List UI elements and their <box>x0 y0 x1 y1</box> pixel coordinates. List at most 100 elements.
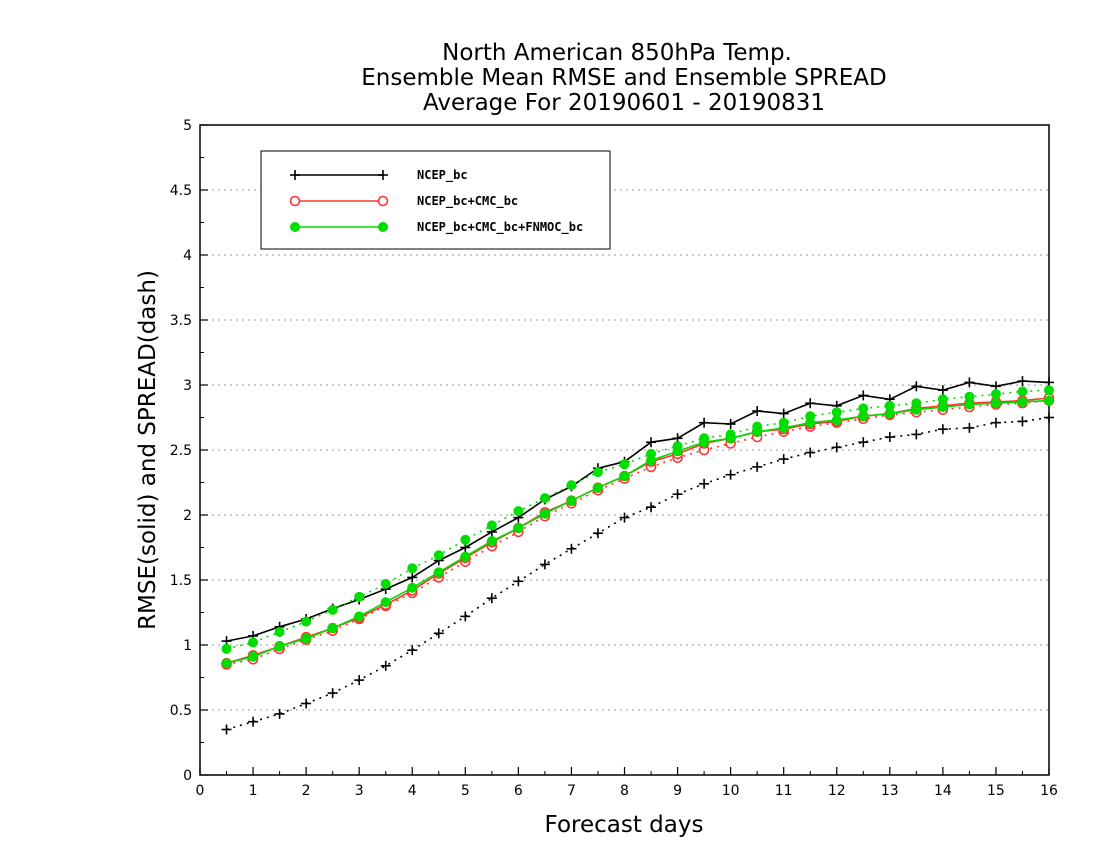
x-tick-label-7: 7 <box>567 783 576 799</box>
x-tick-label-0: 0 <box>196 783 205 799</box>
series-0-rmse-point-22 <box>805 398 816 409</box>
x-tick-label-4: 4 <box>408 783 417 799</box>
series-0-spread-line <box>226 416 1050 731</box>
series-1-rmse-line <box>226 397 1050 664</box>
y-tick-label-6: 3 <box>183 378 192 394</box>
series-2-spread-point-6 <box>380 578 391 589</box>
series-2-rmse-point-16 <box>646 455 657 466</box>
legend-marker-right-2 <box>378 222 388 232</box>
series-layer <box>221 376 1055 735</box>
series-2-spread-point-8 <box>433 550 444 561</box>
series-2-rmse-point-9 <box>460 551 471 562</box>
legend-marker-left-1 <box>289 195 301 207</box>
y-tick-label-3: 1.5 <box>170 573 192 589</box>
series-2-rmse-point-19 <box>725 433 736 444</box>
chart-title: North American 850hPa Temp. Ensemble Mea… <box>361 40 886 116</box>
series-0-rmse-point-30 <box>1017 376 1028 387</box>
series-0-rmse-point-26 <box>911 381 922 392</box>
series-2-rmse-point-15 <box>619 471 630 481</box>
title-line-2: Ensemble Mean RMSE and Ensemble SPREAD <box>361 65 886 91</box>
y-tick-label-7: 3.5 <box>170 313 192 329</box>
series-2-rmse-point-12 <box>539 508 550 519</box>
x-tick-label-6: 6 <box>514 783 523 799</box>
series-0-spread-point-2 <box>274 708 285 719</box>
series-2-spread-point-11 <box>513 506 524 517</box>
series-2-rmse-point-24 <box>858 411 869 422</box>
series-0-spread-point-24 <box>858 437 869 448</box>
series-0-spread-point-15 <box>619 512 630 523</box>
series-2-rmse-point-30 <box>1017 396 1028 407</box>
series-0-spread-point-17 <box>672 489 683 500</box>
legend-marker-left-2 <box>290 222 300 232</box>
series-2-rmse-point-11 <box>513 523 524 533</box>
title-line-1: North American 850hPa Temp. <box>442 40 792 66</box>
legend-label-2: NCEP_bc+CMC_bc+FNMOC_bc <box>417 220 583 235</box>
y-tick-label-5: 2.5 <box>170 443 192 459</box>
series-0-spread-point-14 <box>592 528 603 539</box>
series-0-spread-point-25 <box>884 432 895 442</box>
y-tick-label-10: 5 <box>183 118 192 134</box>
series-0-spread-point-11 <box>513 576 524 587</box>
series-0 <box>221 376 1054 735</box>
series-2-rmse-point-2 <box>274 641 285 652</box>
y-tick-label-0: 0 <box>183 768 192 784</box>
y-tick-label-2: 1 <box>183 638 192 654</box>
series-2-rmse-point-18 <box>699 437 710 448</box>
series-2-rmse-point-8 <box>433 567 444 578</box>
series-2-spread-point-9 <box>460 534 471 545</box>
x-tick-label-3: 3 <box>355 783 364 799</box>
series-2-rmse-point-6 <box>380 597 391 608</box>
series-2-rmse-point-3 <box>301 633 312 644</box>
series-2-spread-point-5 <box>354 591 365 602</box>
legend: NCEP_bc NCEP_bc+CMC_bc NCEP_bc+CMC_bc+FNMO… <box>260 150 611 250</box>
series-2-rmse-point-13 <box>566 495 577 506</box>
series-2-rmse-point-22 <box>805 417 816 428</box>
series-2-rmse-point-14 <box>592 482 603 493</box>
title-line-3: Average For 20190601 - 20190831 <box>423 90 825 116</box>
series-2-spread-point-30 <box>1017 386 1028 397</box>
x-tick-label-14: 14 <box>934 783 952 799</box>
series-2-rmse-point-28 <box>964 399 975 410</box>
legend-marker-right-1 <box>377 195 389 207</box>
series-0-rmse-point-27 <box>937 385 948 396</box>
series-2-rmse-point-31 <box>1044 395 1054 406</box>
series-2-rmse-point-10 <box>486 536 497 546</box>
legend-label-1: NCEP_bc+CMC_bc <box>417 194 518 209</box>
y-tick-label-8: 4 <box>183 248 192 264</box>
series-0-spread-point-18 <box>699 478 710 489</box>
series-1-spread-line <box>226 399 1050 666</box>
series-2-rmse-point-0 <box>221 658 232 669</box>
series-2-rmse-point-23 <box>831 415 842 426</box>
legend-box <box>260 150 611 250</box>
series-0-spread-point-19 <box>725 469 736 480</box>
series-2-spread-point-13 <box>566 480 577 491</box>
series-2-rmse-point-26 <box>911 404 922 415</box>
series-0-spread-point-13 <box>566 543 577 554</box>
series-0-rmse-point-19 <box>725 419 736 429</box>
x-tick-label-16: 16 <box>1040 783 1058 799</box>
series-2-rmse-point-17 <box>672 446 683 457</box>
series-0-spread-point-23 <box>831 442 842 453</box>
series-2-rmse-point-21 <box>778 422 789 433</box>
x-tick-label-1: 1 <box>249 783 258 799</box>
series-0-rmse-line <box>226 380 1050 642</box>
x-tick-label-15: 15 <box>987 783 1005 799</box>
series-2-rmse-point-25 <box>884 408 895 419</box>
series-0-spread-point-26 <box>911 429 922 440</box>
series-2-spread-point-14 <box>592 467 603 478</box>
series-2-rmse-point-1 <box>248 651 259 662</box>
axes: 0 1 2 3 4 5 6 7 8 9 10 11 12 13 14 15 1600.511.522.533.5… <box>170 118 1058 799</box>
series-0-spread-point-16 <box>646 502 657 513</box>
legend-marker-left-0 <box>290 170 300 180</box>
series-0-rmse-point-16 <box>646 437 657 448</box>
y-tick-label-1: 0.5 <box>170 703 192 719</box>
x-tick-label-10: 10 <box>722 783 740 799</box>
series-0-spread-point-5 <box>354 675 365 686</box>
series-2-spread-point-12 <box>539 493 550 504</box>
series-0-spread-point-28 <box>964 422 975 433</box>
series-0-spread-point-12 <box>539 559 550 570</box>
series-0-spread-point-27 <box>937 424 948 435</box>
series-2-spread-point-0 <box>221 643 232 654</box>
series-2-spread-point-10 <box>486 520 497 531</box>
